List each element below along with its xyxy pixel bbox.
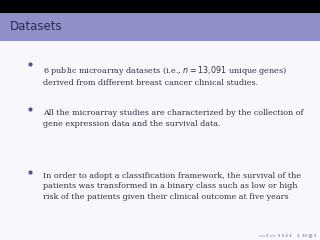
Bar [0, 41, 320, 240]
Text: ◄◄ ▮ ►► ▮ ▮ ▮ ▮    ▮  ▮▮ ◙ ▮: ◄◄ ▮ ►► ▮ ▮ ▮ ▮ ▮ ▮▮ ◙ ▮ [259, 234, 317, 238]
Text: 6 public microarray datasets (i.e., $n = 13{,}091$ unique genes)
derived from di: 6 public microarray datasets (i.e., $n =… [43, 64, 287, 87]
Text: Datasets: Datasets [10, 20, 62, 34]
Bar [0, 13, 320, 41]
Text: In order to adopt a classification framework, the survival of the
patients was t: In order to adopt a classification frame… [43, 172, 301, 201]
Bar [0, 0, 320, 13]
Text: All the microarray studies are characterized by the collection of
gene expressio: All the microarray studies are character… [43, 109, 304, 128]
